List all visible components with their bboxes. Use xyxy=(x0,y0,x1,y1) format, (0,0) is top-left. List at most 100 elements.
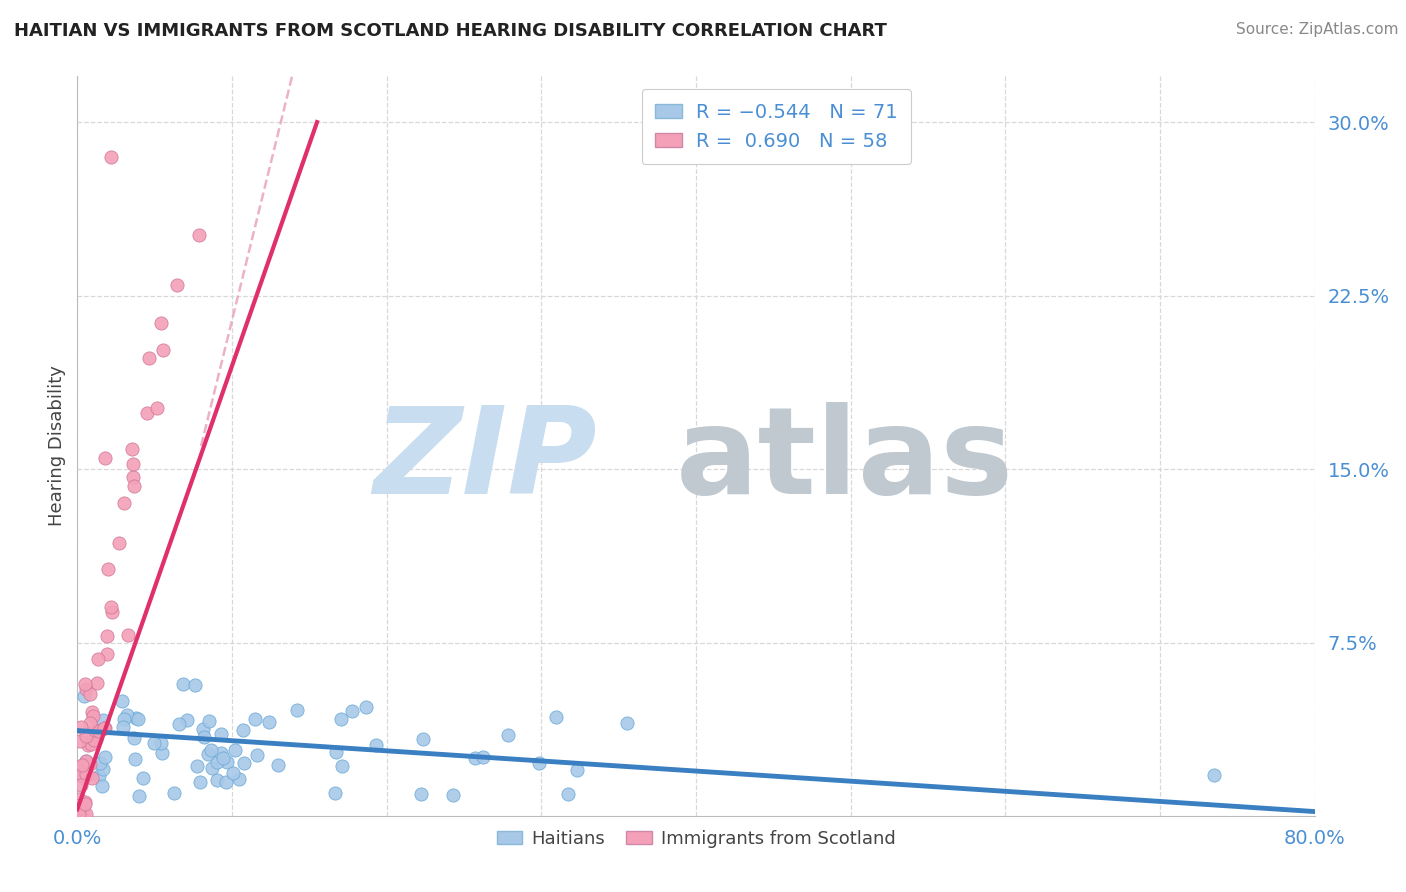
Point xyxy=(79,688,101,702)
Point xyxy=(186,758,208,772)
Point xyxy=(496,728,519,742)
Point xyxy=(232,723,254,737)
Text: HAITIAN VS IMMIGRANTS FROM SCOTLAND HEARING DISABILITY CORRELATION CHART: HAITIAN VS IMMIGRANTS FROM SCOTLAND HEAR… xyxy=(14,22,887,40)
Point xyxy=(75,754,97,768)
Point xyxy=(127,712,149,726)
Point xyxy=(69,768,91,782)
Point xyxy=(76,729,98,743)
Point xyxy=(82,709,104,723)
Point xyxy=(93,721,115,735)
Point xyxy=(172,677,194,691)
Point xyxy=(169,717,191,731)
Point xyxy=(94,749,117,764)
Text: Source: ZipAtlas.com: Source: ZipAtlas.com xyxy=(1236,22,1399,37)
Point xyxy=(441,788,464,802)
Point xyxy=(80,737,103,751)
Point xyxy=(197,747,219,762)
Point xyxy=(128,789,150,803)
Point xyxy=(191,722,214,736)
Point xyxy=(86,676,108,690)
Point xyxy=(70,720,93,734)
Point xyxy=(67,806,90,821)
Point xyxy=(72,806,94,821)
Point xyxy=(163,786,186,800)
Point xyxy=(616,716,638,731)
Point xyxy=(111,693,134,707)
Point xyxy=(215,775,238,789)
Point xyxy=(69,798,91,813)
Point xyxy=(112,712,135,726)
Point xyxy=(73,772,96,786)
Point xyxy=(96,629,118,643)
Point xyxy=(94,450,117,465)
Point xyxy=(96,562,118,576)
Point xyxy=(143,736,166,750)
Point xyxy=(245,712,267,726)
Point xyxy=(124,752,146,766)
Point xyxy=(93,713,115,727)
Point xyxy=(323,786,346,800)
Point xyxy=(69,734,91,748)
Point xyxy=(150,736,173,750)
Text: atlas: atlas xyxy=(675,402,1014,519)
Point xyxy=(75,682,97,697)
Point xyxy=(112,720,135,734)
Point xyxy=(121,442,143,456)
Point xyxy=(464,751,486,765)
Point xyxy=(366,738,388,752)
Point xyxy=(146,401,169,416)
Legend: Haitians, Immigrants from Scotland: Haitians, Immigrants from Scotland xyxy=(489,822,903,855)
Point xyxy=(69,778,91,792)
Text: ZIP: ZIP xyxy=(373,402,598,519)
Point xyxy=(80,771,103,785)
Point xyxy=(84,732,107,747)
Point xyxy=(565,763,588,777)
Point xyxy=(80,705,103,719)
Point xyxy=(91,779,114,793)
Point xyxy=(209,727,232,741)
Point xyxy=(87,724,110,739)
Point xyxy=(267,758,290,772)
Point xyxy=(125,711,148,725)
Point xyxy=(79,757,101,772)
Point xyxy=(232,756,254,770)
Point xyxy=(89,769,111,783)
Point xyxy=(75,795,97,809)
Point xyxy=(224,743,246,757)
Point xyxy=(354,699,377,714)
Point xyxy=(1204,767,1226,781)
Point xyxy=(330,712,353,726)
Point xyxy=(205,755,228,769)
Point xyxy=(117,627,139,641)
Point xyxy=(529,756,551,771)
Point xyxy=(72,760,94,774)
Point xyxy=(114,495,136,509)
Point xyxy=(67,801,90,815)
Point xyxy=(412,732,434,747)
Point xyxy=(75,766,97,780)
Point xyxy=(100,150,122,164)
Point xyxy=(132,771,155,785)
Point xyxy=(472,749,495,764)
Point xyxy=(211,751,233,765)
Point xyxy=(201,761,224,775)
Point xyxy=(183,677,205,691)
Point xyxy=(122,457,145,471)
Point xyxy=(89,756,111,770)
Point xyxy=(83,723,105,738)
Point xyxy=(138,351,160,365)
Point xyxy=(222,765,245,780)
Point xyxy=(121,469,143,483)
Point xyxy=(257,714,280,729)
Point xyxy=(91,762,114,776)
Point xyxy=(87,652,110,666)
Point xyxy=(136,406,159,420)
Point xyxy=(411,788,433,802)
Y-axis label: Hearing Disability: Hearing Disability xyxy=(48,366,66,526)
Point xyxy=(79,715,101,730)
Point xyxy=(546,710,568,724)
Point xyxy=(188,227,211,242)
Point xyxy=(166,277,188,292)
Point xyxy=(117,707,139,722)
Point xyxy=(285,703,308,717)
